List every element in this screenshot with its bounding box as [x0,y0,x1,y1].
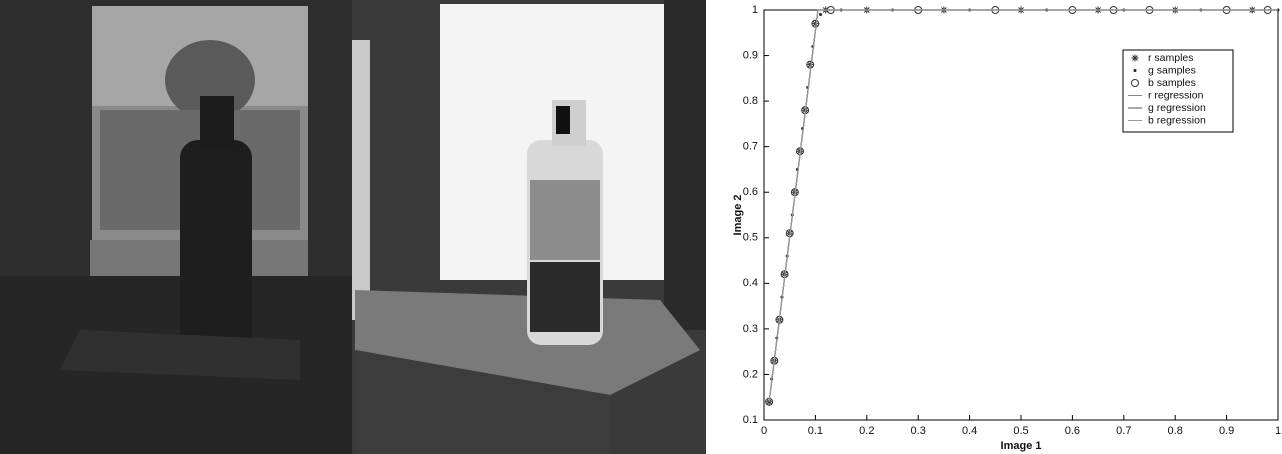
photo-1 [0,0,352,454]
legend-marker [1131,54,1139,62]
legend-label: g regression [1148,102,1206,114]
x-tick-label: 0.6 [1065,425,1080,437]
sample-point [811,20,819,28]
x-tick-label: 0 [761,425,767,437]
legend-label: r regression [1148,89,1204,101]
legend-label: b samples [1148,77,1196,89]
regression-line [768,9,1278,402]
x-tick-label: 0.1 [808,425,823,437]
x-tick-label: 0.5 [1013,425,1028,437]
y-tick-label: 0.7 [743,141,758,153]
x-tick-label: 0.4 [962,425,977,437]
y-tick-label: 0.9 [743,49,758,61]
y-tick-label: 0.6 [743,186,758,198]
y-tick-label: 0.8 [743,95,758,107]
sample-point [765,398,773,406]
y-tick-label: 0.5 [743,232,758,244]
legend-marker [1133,69,1137,72]
x-tick-label: 0.3 [911,425,926,437]
x-axis-label: Image 1 [1001,440,1042,452]
y-tick-label: 0.4 [743,277,758,289]
legend-marker [1131,79,1139,87]
x-tick-label: 0.7 [1116,425,1131,437]
y-tick-label: 0.3 [743,323,758,335]
sample-point [819,13,823,17]
y-tick-label: 0.2 [743,368,758,380]
legend-box [1122,49,1234,133]
x-tick-label: 0.9 [1219,425,1234,437]
photo-2 [352,0,706,454]
x-tick-label: 1 [1275,425,1281,437]
legend-label: r samples [1148,52,1194,64]
y-tick-label: 0.1 [743,414,758,426]
y-axis-label: Image 2 [732,195,744,236]
sample-point [806,61,814,69]
y-tick-label: 1 [752,4,758,16]
x-tick-label: 0.8 [1168,425,1183,437]
legend-label: b regression [1148,114,1206,126]
legend-label: g samples [1148,64,1196,76]
x-tick-label: 0.2 [859,425,874,437]
